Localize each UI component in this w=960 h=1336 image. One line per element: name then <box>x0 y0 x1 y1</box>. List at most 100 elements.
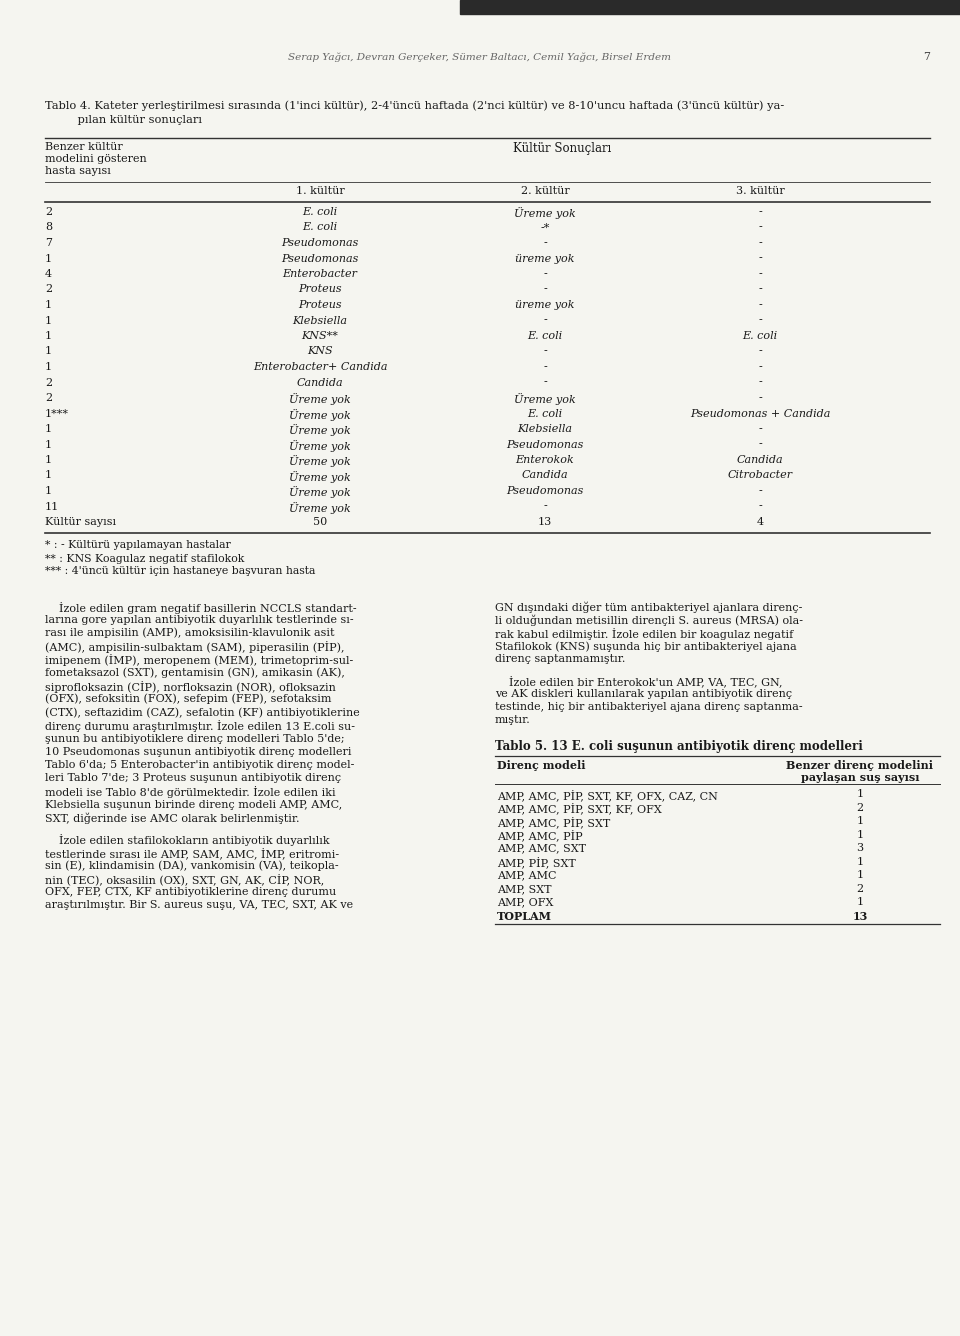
Text: 13: 13 <box>852 911 868 922</box>
Text: İzole edilen bir Enterokok'un AMP, VA, TEC, GN,: İzole edilen bir Enterokok'un AMP, VA, T… <box>495 676 782 687</box>
Text: Stafilokok (KNS) suşunda hiç bir antibakteriyel ajana: Stafilokok (KNS) suşunda hiç bir antibak… <box>495 641 797 652</box>
Text: 1: 1 <box>856 870 864 880</box>
Text: (OFX), sefoksitin (FOX), sefepim (FEP), sefotaksim: (OFX), sefoksitin (FOX), sefepim (FEP), … <box>45 693 331 704</box>
Text: 50: 50 <box>313 517 327 526</box>
Text: Serap Yağcı, Devran Gerçeker, Sümer Baltacı, Cemil Yağcı, Birsel Erdem: Serap Yağcı, Devran Gerçeker, Sümer Balt… <box>289 52 671 61</box>
Text: Enterobacter+ Candida: Enterobacter+ Candida <box>252 362 387 371</box>
Text: 1: 1 <box>856 790 864 799</box>
Text: direnç saptanmamıştır.: direnç saptanmamıştır. <box>495 655 625 664</box>
Text: Üreme yok: Üreme yok <box>289 393 350 405</box>
Text: 1***: 1*** <box>45 409 69 418</box>
Text: Pseudomonas + Candida: Pseudomonas + Candida <box>690 409 830 418</box>
Text: (CTX), seftazidim (CAZ), sefalotin (KF) antibiyotiklerine: (CTX), seftazidim (CAZ), sefalotin (KF) … <box>45 707 360 717</box>
Text: Enterobacter: Enterobacter <box>282 269 357 279</box>
Text: 2: 2 <box>45 207 52 216</box>
Text: Üreme yok: Üreme yok <box>289 424 350 436</box>
Text: Klebsiella: Klebsiella <box>293 315 348 326</box>
Text: Üreme yok: Üreme yok <box>289 486 350 498</box>
Text: AMP, AMC, PİP: AMP, AMC, PİP <box>497 830 583 842</box>
Text: İzole edilen gram negatif basillerin NCCLS standart-: İzole edilen gram negatif basillerin NCC… <box>45 601 356 613</box>
Text: Proteus: Proteus <box>299 285 342 294</box>
Text: Üreme yok: Üreme yok <box>289 409 350 421</box>
Text: 1: 1 <box>45 440 52 449</box>
Text: 1. kültür: 1. kültür <box>296 186 345 196</box>
Text: -: - <box>758 486 762 496</box>
Text: 2: 2 <box>856 884 864 894</box>
Text: -: - <box>758 393 762 403</box>
Text: Üreme yok: Üreme yok <box>515 393 576 405</box>
Text: 2: 2 <box>45 378 52 387</box>
Text: GN dışındaki diğer tüm antibakteriyel ajanlara direnç-: GN dışındaki diğer tüm antibakteriyel aj… <box>495 601 803 613</box>
Text: -: - <box>758 501 762 512</box>
Text: 1: 1 <box>856 856 864 867</box>
Text: -: - <box>758 207 762 216</box>
Text: AMP, AMC: AMP, AMC <box>497 870 557 880</box>
Text: üreme yok: üreme yok <box>516 254 575 263</box>
Text: (AMC), ampisilin-sulbaktam (SAM), piperasilin (PİP),: (AMC), ampisilin-sulbaktam (SAM), pipera… <box>45 641 345 653</box>
Text: AMP, OFX: AMP, OFX <box>497 898 553 907</box>
Text: rak kabul edilmiştir. İzole edilen bir koagulaz negatif: rak kabul edilmiştir. İzole edilen bir k… <box>495 628 793 640</box>
Text: -: - <box>543 378 547 387</box>
Text: 10 Pseudomonas suşunun antibiyotik direnç modelleri: 10 Pseudomonas suşunun antibiyotik diren… <box>45 747 351 756</box>
Text: -: - <box>758 285 762 294</box>
Text: Klebsiella suşunun birinde direnç modeli AMP, AMC,: Klebsiella suşunun birinde direnç modeli… <box>45 799 343 810</box>
Text: 1: 1 <box>45 331 52 341</box>
Text: larına gore yapılan antibiyotik duyarlılık testlerinde sı-: larına gore yapılan antibiyotik duyarlıl… <box>45 615 353 625</box>
Text: paylaşan suş sayısı: paylaşan suş sayısı <box>801 772 920 783</box>
Text: Pseudomonas: Pseudomonas <box>281 254 359 263</box>
Text: testinde, hiç bir antibakteriyel ajana direnç saptanma-: testinde, hiç bir antibakteriyel ajana d… <box>495 701 803 712</box>
Text: -: - <box>543 285 547 294</box>
Text: li olduğundan metisillin dirençli S. aureus (MRSA) ola-: li olduğundan metisillin dirençli S. aur… <box>495 615 803 627</box>
Text: -: - <box>543 362 547 371</box>
Text: üreme yok: üreme yok <box>516 301 575 310</box>
Text: Benzer direnç modelini: Benzer direnç modelini <box>786 760 933 771</box>
Text: -: - <box>758 378 762 387</box>
Text: araştırılmıştır. Bir S. aureus suşu, VA, TEC, SXT, AK ve: araştırılmıştır. Bir S. aureus suşu, VA,… <box>45 900 353 910</box>
Text: Üreme yok: Üreme yok <box>289 470 350 482</box>
Text: * : - Kültürü yapılamayan hastalar: * : - Kültürü yapılamayan hastalar <box>45 541 230 550</box>
Text: Üreme yok: Üreme yok <box>289 501 350 513</box>
Text: 1: 1 <box>45 346 52 357</box>
Text: Üreme yok: Üreme yok <box>515 207 576 219</box>
Text: *** : 4'üncü kültür için hastaneye başvuran hasta: *** : 4'üncü kültür için hastaneye başvu… <box>45 566 316 577</box>
Text: 2: 2 <box>45 393 52 403</box>
Text: -: - <box>758 315 762 326</box>
Text: -: - <box>758 424 762 434</box>
Text: E. coli: E. coli <box>742 331 778 341</box>
Text: pılan kültür sonuçları: pılan kültür sonuçları <box>45 115 202 126</box>
Text: 4: 4 <box>756 517 763 526</box>
Text: imipenem (İMP), meropenem (MEM), trimetoprim-sul-: imipenem (İMP), meropenem (MEM), trimeto… <box>45 655 353 667</box>
Text: SXT, diğerinde ise AMC olarak belirlenmiştir.: SXT, diğerinde ise AMC olarak belirlenmi… <box>45 812 300 824</box>
Text: TOPLAM: TOPLAM <box>497 911 552 922</box>
Text: mıştır.: mıştır. <box>495 715 531 725</box>
Text: AMP, AMC, PİP, SXT, KF, OFX: AMP, AMC, PİP, SXT, KF, OFX <box>497 803 661 815</box>
Text: 11: 11 <box>45 501 60 512</box>
Text: -: - <box>758 301 762 310</box>
Text: E. coli: E. coli <box>527 409 563 418</box>
Text: KNS**: KNS** <box>301 331 339 341</box>
Text: 7: 7 <box>923 52 930 61</box>
Text: Pseudomonas: Pseudomonas <box>281 238 359 248</box>
Text: 1: 1 <box>856 816 864 826</box>
Text: 3. kültür: 3. kültür <box>735 186 784 196</box>
Text: Üreme yok: Üreme yok <box>289 456 350 468</box>
Text: 3: 3 <box>856 843 864 854</box>
Text: -: - <box>758 238 762 248</box>
Text: AMP, AMC, SXT: AMP, AMC, SXT <box>497 843 586 854</box>
Text: Direnç modeli: Direnç modeli <box>497 760 586 771</box>
Text: Kültür Sonuçları: Kültür Sonuçları <box>514 142 612 155</box>
Text: 1: 1 <box>45 470 52 481</box>
Text: 13: 13 <box>538 517 552 526</box>
Text: -: - <box>758 254 762 263</box>
Text: Tablo 4. Kateter yerleştirilmesi sırasında (1'inci kültür), 2-4'üncü haftada (2': Tablo 4. Kateter yerleştirilmesi sırasın… <box>45 100 784 111</box>
Text: şunun bu antibiyotiklere direnç modelleri Tablo 5'de;: şunun bu antibiyotiklere direnç modeller… <box>45 733 345 744</box>
Text: OFX, FEP, CTX, KF antibiyotiklerine direnç durumu: OFX, FEP, CTX, KF antibiyotiklerine dire… <box>45 887 336 896</box>
Text: Benzer kültür: Benzer kültür <box>45 142 123 152</box>
Text: fometaksazol (SXT), gentamisin (GN), amikasin (AK),: fometaksazol (SXT), gentamisin (GN), ami… <box>45 668 345 679</box>
Text: ** : KNS Koagulaz negatif stafilokok: ** : KNS Koagulaz negatif stafilokok <box>45 553 245 564</box>
Text: KNS: KNS <box>307 346 333 357</box>
Text: direnç durumu araştırılmıştır. İzole edilen 13 E.coli su-: direnç durumu araştırılmıştır. İzole edi… <box>45 720 355 732</box>
Text: AMP, AMC, PİP, SXT, KF, OFX, CAZ, CN: AMP, AMC, PİP, SXT, KF, OFX, CAZ, CN <box>497 790 718 802</box>
Text: 1: 1 <box>856 830 864 840</box>
Text: E. coli: E. coli <box>302 223 338 232</box>
